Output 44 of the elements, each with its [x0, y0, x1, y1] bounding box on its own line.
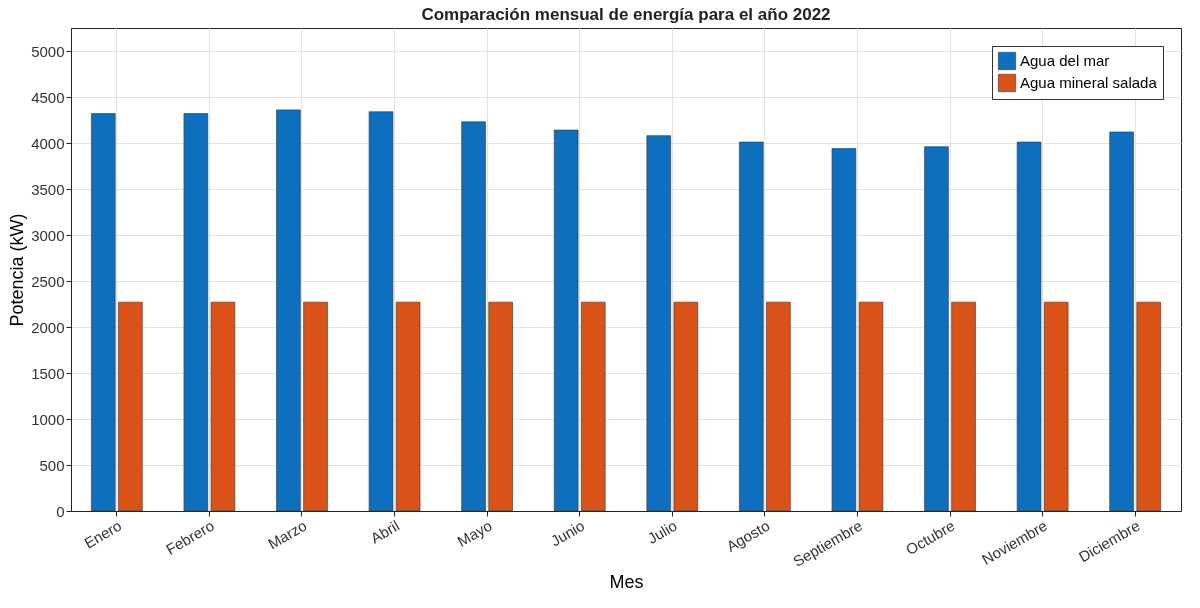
bar: [91, 113, 116, 512]
bar: [368, 111, 394, 512]
y-tick-label: 1000: [31, 410, 65, 428]
legend-label: Agua del mar: [1020, 52, 1110, 69]
bar: [1043, 301, 1069, 512]
bar: [1109, 131, 1134, 512]
bar: [766, 301, 791, 512]
x-tick-label: Abril: [367, 516, 403, 547]
bar: [1136, 301, 1161, 512]
y-tick-label: 4500: [31, 88, 65, 106]
x-tick-label: Julio: [644, 516, 680, 547]
bar: [276, 109, 301, 512]
bar: [210, 301, 236, 512]
bar: [581, 301, 606, 512]
y-tick-label: 3000: [31, 226, 65, 244]
legend-label: Agua mineral salada: [1020, 74, 1158, 91]
y-tick-label: 4000: [31, 134, 65, 152]
bar: [488, 301, 513, 512]
bar: [303, 301, 328, 512]
bar: [461, 121, 486, 512]
bar: [395, 301, 421, 512]
chart-title: Comparación mensual de energía para el año 2022: [421, 5, 831, 24]
y-axis-title: Potencia (kW): [7, 213, 28, 327]
bar: [924, 146, 949, 512]
bar: [118, 301, 143, 512]
x-axis-title: Mes: [609, 571, 644, 592]
y-tick-label: 1500: [31, 364, 65, 382]
bar: [553, 129, 579, 512]
y-tick-label: 5000: [31, 42, 65, 60]
x-tick-label: Mayo: [454, 516, 495, 550]
bar: [646, 135, 671, 512]
bar: [831, 148, 857, 512]
x-tick-label: Junio: [547, 516, 588, 550]
y-tick-label: 0: [56, 502, 65, 520]
bar: [951, 301, 976, 512]
y-tick-label: 2000: [31, 318, 65, 336]
y-tick-label: 500: [39, 456, 65, 474]
y-tick-label: 2500: [31, 272, 65, 290]
bar: [739, 141, 764, 512]
bar: [1016, 141, 1042, 512]
bar: [673, 301, 699, 512]
bar: [858, 301, 884, 512]
bar: [183, 113, 209, 512]
y-tick-label: 3500: [31, 180, 65, 198]
